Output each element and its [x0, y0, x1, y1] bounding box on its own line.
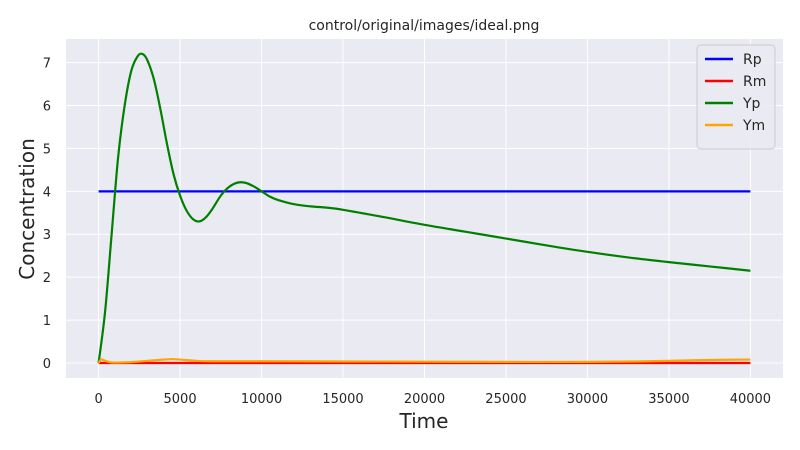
- y-axis-ticks: 0 1 2 3 4 5 6 7: [43, 57, 51, 372]
- x-tick-label: 0: [94, 392, 102, 407]
- x-tick-label: 25000: [485, 392, 526, 407]
- y-tick-label: 3: [43, 228, 51, 243]
- series-line-yp: [97, 52, 751, 364]
- y-tick-label: 2: [43, 271, 51, 286]
- series-line-ym: [97, 358, 751, 364]
- y-tick-label: 4: [43, 185, 51, 200]
- x-tick-label: 20000: [404, 392, 445, 407]
- x-tick-label: 10000: [241, 392, 282, 407]
- y-tick-label: 5: [43, 142, 51, 157]
- legend-label: Rp: [743, 52, 762, 68]
- x-axis-label: Time: [399, 409, 449, 433]
- legend-box: [696, 44, 776, 150]
- chart-title: control/original/images/ideal.png: [309, 18, 540, 34]
- y-tick-label: 0: [43, 357, 51, 372]
- series-lines: [97, 52, 751, 365]
- y-tick-label: 1: [43, 314, 51, 329]
- y-tick-label: 6: [43, 100, 51, 115]
- x-axis-ticks: 0 5000 10000 15000 20000 25000 30000 35000 40000: [94, 392, 771, 407]
- x-tick-label: 30000: [567, 392, 608, 407]
- x-tick-label: 5000: [164, 392, 197, 407]
- x-tick-label: 35000: [648, 392, 689, 407]
- legend-label: Ym: [742, 118, 765, 134]
- legend: Rp Rm Yp Ym: [696, 44, 776, 150]
- x-tick-label: 40000: [730, 392, 771, 407]
- x-tick-label: 15000: [322, 392, 363, 407]
- legend-label: Yp: [742, 96, 761, 112]
- y-axis-label: Concentration: [15, 138, 39, 279]
- y-tick-label: 7: [43, 57, 51, 72]
- legend-label: Rm: [743, 74, 766, 90]
